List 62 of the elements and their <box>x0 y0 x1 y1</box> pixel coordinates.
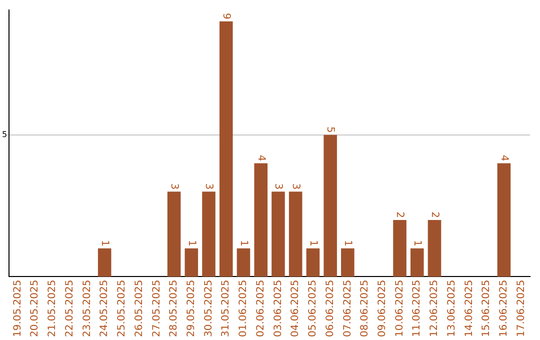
bar <box>272 192 285 277</box>
x-tick-label: 29.05.2025 <box>186 280 197 338</box>
data-label: 1 <box>342 240 354 246</box>
x-tick-label: 05.06.2025 <box>308 280 319 338</box>
x-tick-label: 07.06.2025 <box>342 280 354 338</box>
data-label: 3 <box>168 183 180 190</box>
data-label: 1 <box>186 240 197 246</box>
bar <box>393 220 406 277</box>
bar <box>236 248 250 277</box>
data-label: 9 <box>220 12 232 20</box>
bar <box>167 192 181 277</box>
bar <box>202 192 216 277</box>
x-tick-label: 11.06.2025 <box>412 280 423 338</box>
bar <box>410 248 424 277</box>
x-tick-label: 10.06.2025 <box>394 280 406 338</box>
x-tick-label: 30.05.2025 <box>203 280 214 338</box>
x-tick-label: 02.06.2025 <box>255 280 266 338</box>
data-label: 4 <box>498 154 510 162</box>
data-label: 5 <box>324 126 336 133</box>
x-tick-label: 03.06.2025 <box>272 280 284 338</box>
x-tick-label: 25.05.2025 <box>116 280 128 338</box>
x-tick-label: 01.06.2025 <box>238 280 250 338</box>
data-label: 1 <box>98 240 110 246</box>
x-tick-label: 21.05.2025 <box>47 280 58 338</box>
x-tick-label: 20.05.2025 <box>30 280 41 338</box>
data-label: 3 <box>272 183 284 190</box>
x-tick-label: 08.06.2025 <box>360 280 371 338</box>
bar <box>428 220 442 277</box>
data-label: 3 <box>290 183 301 190</box>
bar <box>306 248 320 277</box>
x-tick-label: 26.05.2025 <box>134 280 145 338</box>
data-label: 1 <box>412 240 423 246</box>
data-label: 2 <box>428 212 440 218</box>
bar <box>497 163 511 277</box>
data-label: 4 <box>255 154 266 162</box>
data-label: 1 <box>307 240 318 246</box>
x-tick-label: 15.06.2025 <box>481 280 492 338</box>
x-tick-label: 14.06.2025 <box>464 280 475 338</box>
x-tick-label: 19.05.2025 <box>12 280 24 338</box>
data-label: 1 <box>238 240 249 246</box>
x-tick-label: 12.06.2025 <box>429 280 440 338</box>
x-tick-label: 06.06.2025 <box>324 280 336 338</box>
bar <box>184 248 198 277</box>
x-tick-label: 27.05.2025 <box>151 280 162 338</box>
x-tick-label: 22.05.2025 <box>64 280 76 338</box>
x-tick-label: 24.05.2025 <box>99 280 110 338</box>
bar <box>254 163 268 277</box>
data-label: 2 <box>394 212 406 218</box>
bar <box>288 192 302 277</box>
x-tick-label: 09.06.2025 <box>377 280 388 338</box>
x-tick-label: 13.06.2025 <box>446 280 458 338</box>
bar <box>219 21 233 277</box>
x-tick-label: 04.06.2025 <box>290 280 302 338</box>
x-tick-label: 28.05.2025 <box>168 280 180 338</box>
x-tick-label: 17.06.2025 <box>516 280 527 338</box>
x-tick-label: 23.05.2025 <box>82 280 93 338</box>
bar <box>98 248 112 277</box>
x-tick-label: 31.05.2025 <box>220 280 232 338</box>
bar <box>341 248 354 277</box>
x-tick-label: 16.06.2025 <box>498 280 510 338</box>
data-label: 3 <box>203 183 214 190</box>
bar <box>324 134 337 277</box>
